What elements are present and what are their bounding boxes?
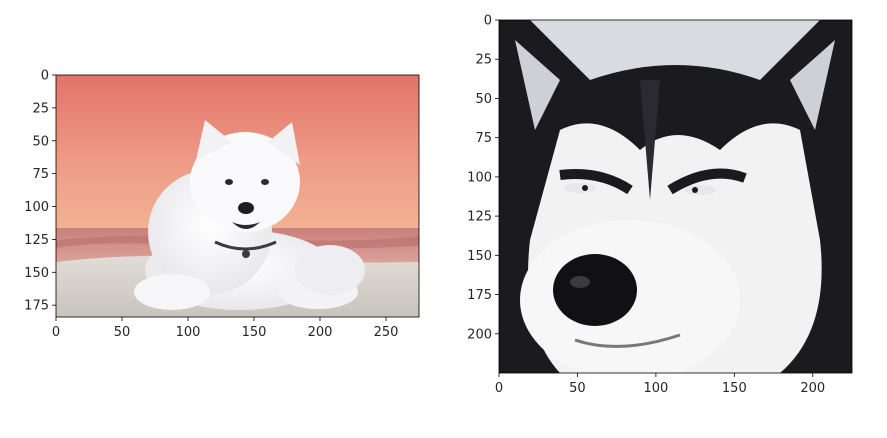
x-tick-label: 100	[176, 325, 201, 340]
y-tick-label: 175	[24, 299, 49, 314]
y-tick-label: 0	[484, 14, 492, 29]
x-tick-label: 150	[722, 381, 747, 396]
x-tick-label: 0	[495, 381, 503, 396]
y-tick-label: 50	[32, 134, 49, 149]
x-tick-label: 200	[800, 381, 825, 396]
y-tick-label: 125	[467, 210, 492, 225]
husky-image	[499, 20, 852, 373]
y-tick-label: 175	[467, 288, 492, 303]
y-tick-label: 100	[467, 170, 492, 185]
y-tick-label: 125	[24, 233, 49, 248]
y-tick-label: 50	[475, 92, 492, 107]
axes-husky: 0 50 100 150 200 0 25 50 75 100 125 150 175 200	[467, 14, 853, 396]
y-tick-label: 75	[32, 167, 49, 182]
y-tick-label: 25	[475, 53, 492, 68]
y-tick-label: 200	[467, 327, 492, 342]
axes-samoyed: 0 50 100 150 200 250 0 25 50 75 100 125 150 175	[24, 69, 420, 340]
x-tick-label: 250	[374, 325, 399, 340]
x-tick-label: 150	[242, 325, 267, 340]
x-tick-label: 50	[114, 325, 131, 340]
y-tick-label: 100	[24, 200, 49, 215]
samoyed-image	[56, 75, 419, 317]
x-tick-label: 50	[569, 381, 586, 396]
x-tick-label: 200	[308, 325, 333, 340]
y-tick-label: 75	[475, 131, 492, 146]
y-tick-label: 25	[32, 101, 49, 116]
y-tick-label: 150	[467, 249, 492, 264]
y-tick-label: 0	[41, 69, 49, 84]
x-tick-label: 0	[52, 325, 60, 340]
x-tick-label: 100	[643, 381, 668, 396]
y-tick-label: 150	[24, 266, 49, 281]
